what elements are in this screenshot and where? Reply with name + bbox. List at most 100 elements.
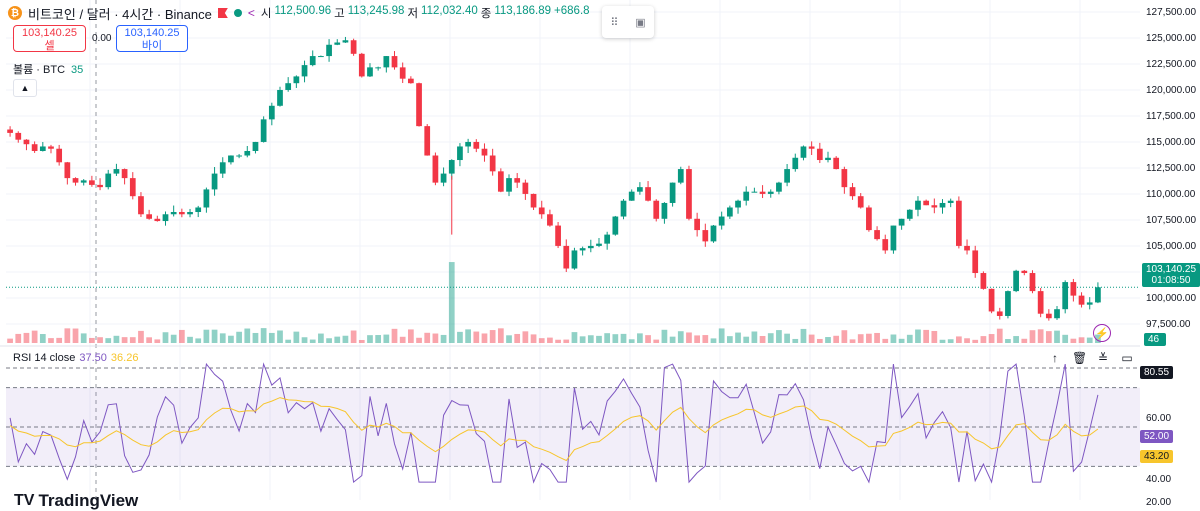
volume-bar [80,333,87,343]
floating-toolbar[interactable]: ⠿ ▣ [602,6,654,38]
candle [1095,287,1101,303]
candle [882,239,889,251]
volume-bar [448,262,455,343]
volume-bar [669,336,676,343]
volume-bar [268,332,275,343]
volume-bar [465,329,471,343]
buy-button[interactable]: 103,140.25 바이 [116,25,188,52]
volume-bar [178,329,185,343]
collapse-icon[interactable]: ≚ [1097,351,1109,365]
candle [497,171,504,192]
candle [931,205,938,208]
candle [129,178,136,197]
candle [547,214,553,226]
candle [170,212,177,215]
symbol-title[interactable]: 비트코인 / 달러 · 4시간 · Binance [28,6,212,22]
volume-bar [677,331,684,343]
candle [767,191,774,194]
candle [841,169,848,188]
volume-bar [293,331,300,343]
candle [293,76,300,84]
volume-bar [7,338,13,343]
volume-bar [694,335,700,343]
volume-bar [154,339,161,343]
object-tree-icon[interactable]: ▣ [635,16,646,29]
candle [604,234,611,244]
volume-bar [170,334,177,343]
candle [219,162,226,174]
volume-bar [424,332,431,343]
collapse-legend-button[interactable]: ▲ [13,79,37,97]
candle [530,193,537,208]
volume-bar [367,335,373,343]
volume-bar [350,330,357,343]
candle [939,202,946,208]
candle [702,230,709,242]
volume-bar [686,332,692,343]
volume-bar [759,335,766,343]
volume-bar [637,333,643,343]
volume-bar [342,335,349,343]
volume-bar [113,335,120,343]
maximize-icon[interactable]: ▭ [1121,351,1133,365]
volume-bar [146,337,152,343]
volume-bar [260,328,267,343]
candle [726,207,733,217]
volume-bar [530,334,537,343]
symbol-header[interactable]: ₿ 비트코인 / 달러 · 4시간 · Binance < 시 112,500.9… [8,4,590,22]
volume-bar [563,339,570,343]
candle [481,148,488,156]
drag-handle-icon[interactable]: ⠿ [610,16,619,29]
candle [178,212,185,215]
candle [301,65,308,77]
share-icon[interactable]: < [247,6,255,20]
candle [906,209,913,219]
volume-bar [1054,330,1060,343]
volume-bar [375,335,382,343]
volume-bar [1086,337,1093,343]
candle [890,225,897,251]
volume-bar [497,328,504,343]
move-up-icon[interactable]: ↑ [1052,351,1058,365]
candle [669,182,676,203]
volume-bar [612,334,619,343]
rsi-ma-label: 43.20 [1140,450,1174,463]
volume-bar [587,335,594,343]
price-tick: 120,000.00 [1146,85,1197,96]
volume-bar [187,336,193,343]
sell-button[interactable]: 103,140.25 셀 [13,25,86,52]
candle [408,78,414,84]
volume-bar [931,330,938,343]
candle [309,56,316,66]
volume-bar [604,333,611,343]
candle [972,250,979,274]
delete-icon[interactable]: 🗑 [1072,351,1088,365]
candle [375,67,382,69]
volume-bar [547,337,553,343]
volume-bar [710,338,717,343]
sell-label: 셀 [44,40,55,52]
candle [15,132,22,140]
candle [350,40,357,54]
candle [776,182,782,192]
candle [260,119,267,142]
flag-icon[interactable] [217,8,228,18]
volume-bar [432,333,439,343]
candle [1021,270,1028,274]
candle [23,139,30,145]
volume-bar [56,337,63,343]
candle [988,288,995,312]
candle [113,169,120,174]
candle [1005,291,1011,316]
volume-bar [489,330,496,343]
volume-bar [309,339,316,343]
candle [751,191,758,193]
tradingview-logo[interactable]: TV TradingView [14,491,138,511]
lightning-icon[interactable]: ⚡ [1093,324,1111,342]
rsi-legend[interactable]: RSI 14 close 37.50 36.26 [13,352,138,364]
volume-legend[interactable]: 볼륨 · BTC 35 [13,61,83,77]
candle [391,56,398,68]
candle [759,191,766,194]
tradingview-logo-icon: TV [14,492,35,509]
